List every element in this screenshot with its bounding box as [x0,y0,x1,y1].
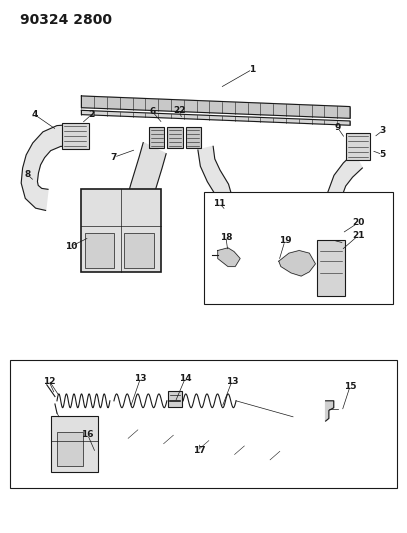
Bar [167,127,183,148]
Text: 21: 21 [352,231,364,240]
Text: 6: 6 [149,108,156,116]
Bar [186,127,201,148]
Bar [317,240,345,296]
Text: 9: 9 [335,124,341,132]
Text: 4: 4 [31,110,38,119]
Polygon shape [33,416,52,437]
Bar [149,127,164,148]
Text: 22: 22 [173,107,185,115]
Polygon shape [81,96,350,118]
Text: 13: 13 [134,374,147,383]
Polygon shape [232,195,324,239]
Bar [204,192,393,304]
Text: 18: 18 [220,233,232,241]
Text: 10: 10 [65,242,77,251]
Bar [51,416,98,472]
Bar [346,133,370,160]
Text: 3: 3 [379,126,386,135]
Text: 11: 11 [214,199,226,208]
Polygon shape [279,251,315,276]
Text: 90324 2800: 90324 2800 [20,13,112,27]
Polygon shape [99,419,323,473]
Text: 1: 1 [249,65,256,74]
Text: 16: 16 [81,430,94,439]
Bar [10,360,397,488]
Polygon shape [118,143,166,246]
Bar [81,189,161,272]
Polygon shape [326,401,334,421]
Text: 5: 5 [379,150,386,159]
Text: 2: 2 [88,110,95,119]
Polygon shape [218,248,240,266]
Text: 14: 14 [179,374,192,383]
Polygon shape [81,110,350,125]
Text: 17: 17 [193,446,206,455]
Polygon shape [198,147,238,230]
Bar [124,233,154,268]
Bar [168,391,182,407]
Text: 13: 13 [226,377,238,385]
Polygon shape [21,125,62,211]
Text: 8: 8 [24,171,31,179]
Bar [57,432,83,466]
Text: 19: 19 [278,237,291,245]
Polygon shape [326,153,362,225]
Text: 15: 15 [344,382,356,391]
Bar [62,123,88,149]
Text: 20: 20 [352,219,364,227]
Text: 7: 7 [111,153,117,161]
Text: 12: 12 [43,377,55,385]
Bar [85,233,114,268]
